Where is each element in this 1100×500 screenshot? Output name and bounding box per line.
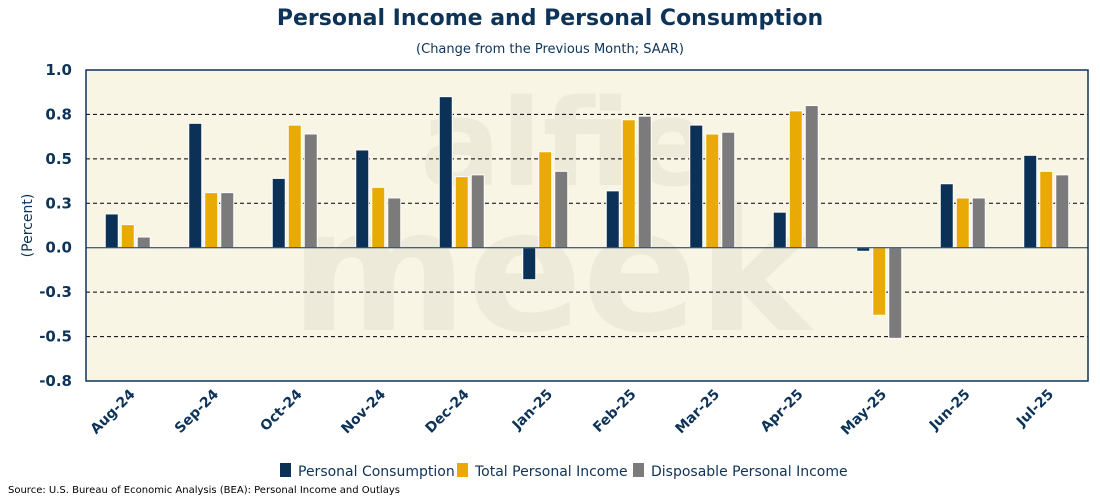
- x-tick-label: Mar-25: [672, 387, 723, 438]
- bar-personal-consumption: [271, 177, 286, 249]
- bar-disposable-personal-income: [470, 174, 485, 249]
- x-tick-label: Sep-24: [172, 386, 222, 436]
- bar-disposable-personal-income: [1055, 174, 1070, 249]
- plot-area: [86, 70, 1088, 381]
- legend-label: Disposable Personal Income: [651, 464, 848, 480]
- y-tick-label: -0.3: [39, 283, 72, 301]
- bar-total-personal-income: [705, 133, 720, 249]
- y-tick-label: -0.8: [39, 372, 72, 390]
- chart-title: Personal Income and Personal Consumption: [276, 6, 824, 31]
- legend-swatch: [633, 463, 644, 477]
- bar-total-personal-income: [454, 176, 469, 249]
- legend-label: Personal Consumption: [298, 464, 455, 480]
- x-tick-label: Jul-25: [1013, 387, 1057, 431]
- bar-disposable-personal-income: [637, 115, 652, 249]
- legend-label: Total Personal Income: [474, 464, 628, 480]
- bar-total-personal-income: [120, 224, 135, 249]
- bar-personal-consumption: [772, 211, 787, 249]
- legend-swatch: [280, 463, 291, 477]
- x-tick-label: Dec-24: [423, 386, 473, 436]
- x-tick-label: May-25: [838, 387, 890, 439]
- bar-personal-consumption: [188, 122, 203, 249]
- y-tick-label: 0.0: [45, 239, 72, 257]
- bar-total-personal-income: [955, 197, 970, 249]
- x-tick-label: Apr-25: [758, 387, 807, 436]
- bar-total-personal-income: [538, 151, 553, 249]
- bar-personal-consumption: [355, 149, 370, 249]
- bar-personal-consumption: [856, 247, 871, 252]
- bar-total-personal-income: [204, 192, 219, 249]
- x-tick-label: Jun-25: [926, 387, 974, 435]
- x-tick-label: Nov-24: [338, 386, 389, 437]
- y-tick-label: 0.8: [45, 105, 72, 123]
- plot-border: [85, 69, 1089, 382]
- bar-personal-consumption: [1023, 154, 1038, 249]
- bar-total-personal-income: [621, 119, 636, 249]
- bar-personal-consumption: [104, 213, 119, 249]
- bar-disposable-personal-income: [220, 192, 235, 249]
- x-tick-label: Jan-25: [509, 387, 556, 434]
- bar-disposable-personal-income: [804, 105, 819, 249]
- bar-personal-consumption: [522, 247, 537, 281]
- bar-personal-consumption: [438, 96, 453, 249]
- bar-personal-consumption: [605, 190, 620, 249]
- bar-total-personal-income: [1039, 170, 1054, 249]
- bar-total-personal-income: [371, 186, 386, 249]
- bar-disposable-personal-income: [721, 131, 736, 249]
- bar-disposable-personal-income: [303, 133, 318, 249]
- bar-total-personal-income: [287, 124, 302, 249]
- bar-personal-consumption: [939, 183, 954, 249]
- bar-disposable-personal-income: [888, 247, 903, 339]
- x-tick-label: Feb-25: [590, 387, 639, 436]
- legend-swatch: [457, 463, 468, 477]
- y-tick-label: 0.3: [45, 194, 72, 212]
- source-note: Source: U.S. Bureau of Economic Analysis…: [8, 485, 400, 496]
- bar-disposable-personal-income: [387, 197, 402, 249]
- bar-disposable-personal-income: [136, 236, 151, 249]
- chart-subtitle: (Change from the Previous Month; SAAR): [416, 42, 684, 57]
- bar-disposable-personal-income: [971, 197, 986, 249]
- y-tick-label: -0.5: [39, 328, 72, 346]
- y-axis-label: (Percent): [20, 194, 36, 258]
- x-tick-label: Aug-24: [88, 386, 139, 437]
- bar-personal-consumption: [689, 124, 704, 249]
- bar-total-personal-income: [872, 247, 887, 316]
- bar-total-personal-income: [788, 110, 803, 249]
- y-tick-label: 1.0: [45, 61, 72, 79]
- x-tick-label: Oct-24: [257, 386, 305, 434]
- y-tick-label: 0.5: [45, 150, 72, 168]
- bar-disposable-personal-income: [554, 170, 569, 249]
